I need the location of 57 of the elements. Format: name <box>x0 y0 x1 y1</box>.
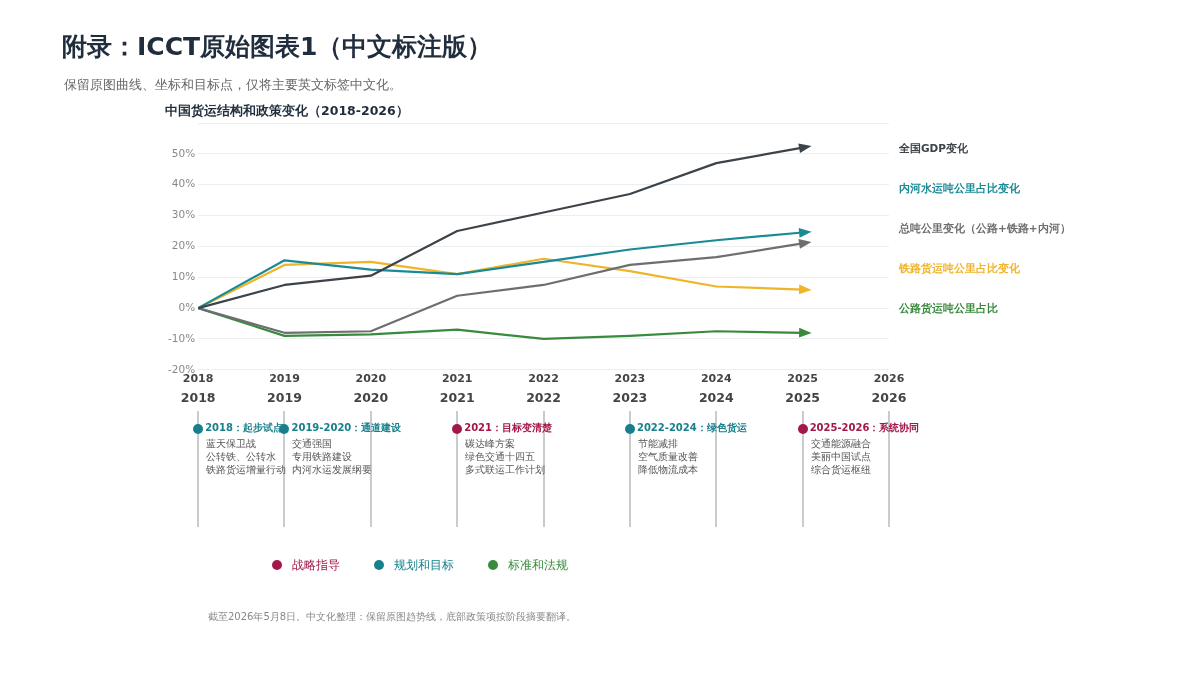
text: 多式联运工作计划 <box>465 463 546 477</box>
text: 总吨公里变化（公路+铁路+内河） <box>898 221 1071 235</box>
text: 空气质量改善 <box>637 450 698 464</box>
text: 2022-2024：绿色货运 <box>636 421 747 435</box>
text: 2021：目标变清楚 <box>464 421 553 435</box>
x-tick-label: 2020 <box>355 372 387 386</box>
y-tick-label: 10% <box>171 269 196 282</box>
text: 标准和法规 <box>508 557 568 574</box>
text: 公路货运吨公里占比 <box>898 301 998 315</box>
text: 铁路货运增量行动 <box>206 463 287 477</box>
x-tick-label: 2022 <box>528 372 559 386</box>
x2-tick-label: 2022 <box>526 389 561 405</box>
y-tick-label: 50% <box>171 146 196 159</box>
text: 规划和目标 <box>394 557 454 574</box>
x2-tick-label: 2021 <box>439 389 475 405</box>
x2-tick-label: 2019 <box>267 389 302 405</box>
x2-tick-label: 2020 <box>353 389 389 405</box>
text: 公转铁、公转水 <box>206 450 277 464</box>
text: 综合货运枢纽 <box>810 463 871 477</box>
text: 节能减排 <box>637 437 678 451</box>
y-tick-label: 20% <box>171 239 196 252</box>
text: 专用铁路建设 <box>292 450 353 464</box>
text: 2019-2020：通道建设 <box>291 421 402 435</box>
y-tick-label: 40% <box>171 177 196 190</box>
x2-tick-label: 2024 <box>698 389 734 405</box>
text: 内河水运吨公里占比变化 <box>899 181 1021 194</box>
x-tick-label: 2023 <box>614 372 646 386</box>
x-tick-label: 2026 <box>873 372 905 386</box>
text: 战略指导 <box>292 557 340 574</box>
x-tick-label: 2021 <box>441 372 473 386</box>
y-tick-label: 0% <box>178 300 196 313</box>
text: 绿色交通十四五 <box>465 450 536 464</box>
y-tick-label: -10% <box>167 331 196 344</box>
x-tick-label: 2025 <box>787 372 818 386</box>
text: 2025-2026：系统协同 <box>809 421 920 435</box>
x-tick-label: 2019 <box>269 372 300 386</box>
text: 美丽中国试点 <box>810 450 871 464</box>
text: 碳达峰方案 <box>465 437 516 451</box>
text: 截至2026年5月8日。中文化整理：保留原图趋势线，底部政策项按阶段摘要翻译。 <box>208 610 577 624</box>
x2-tick-label: 2026 <box>871 389 907 405</box>
text: 铁路货运吨公里占比变化 <box>898 261 1021 275</box>
chart-title: 中国货运结构和政策变化（2018-2026） <box>165 102 409 118</box>
x2-tick-label: 2023 <box>612 389 648 405</box>
x2-tick-label: 2018 <box>180 389 216 405</box>
text: 全国GDP变化 <box>898 141 970 154</box>
text: 附录：ICCT原始图表1（中文标注版） <box>62 31 493 63</box>
text: 保留原图曲线、坐标和目标点，仅将主要英文标签中文化。 <box>64 76 402 94</box>
x-tick-label: 2024 <box>700 372 732 386</box>
text: 交通能源融合 <box>810 437 871 451</box>
text: 降低物流成本 <box>637 463 698 477</box>
y-tick-label: 30% <box>171 208 196 221</box>
text: 交通强国 <box>292 437 333 451</box>
y-tick-label: -20% <box>167 362 196 375</box>
text: 内河水运发展纲要 <box>292 463 373 477</box>
x-tick-label: 2018 <box>182 372 214 386</box>
x2-tick-label: 2025 <box>785 389 821 405</box>
text: 蓝天保卫战 <box>206 437 257 451</box>
